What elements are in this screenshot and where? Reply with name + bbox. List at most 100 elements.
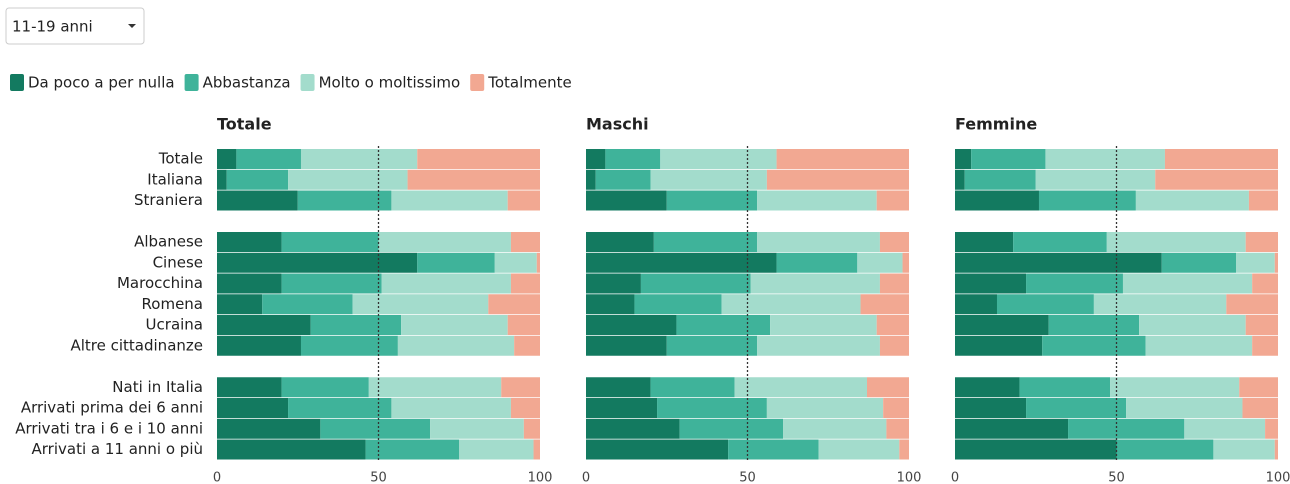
bar-segment <box>879 335 909 356</box>
bar-segment <box>368 377 502 398</box>
bar-segment <box>1106 232 1246 252</box>
category-label: Italiana <box>147 170 203 188</box>
bar-segment <box>494 252 537 273</box>
bar-segment <box>750 273 880 294</box>
panel-title: Totale <box>217 115 272 134</box>
bar-segment <box>955 190 1039 211</box>
dropdown-label[interactable]: 11-19 anni <box>12 18 93 36</box>
category-label: Ucraina <box>146 316 203 334</box>
bar-segment <box>721 294 861 315</box>
bar-segment <box>1019 377 1111 398</box>
bar-segment <box>217 315 311 335</box>
bar-segment <box>217 398 289 418</box>
legend-swatch <box>10 74 24 91</box>
bar-segment <box>1274 439 1278 460</box>
bar-segment <box>514 335 540 356</box>
bar-segment <box>955 232 1014 252</box>
bar-segment <box>297 190 392 211</box>
bar-segment <box>955 377 1020 398</box>
bar-segment <box>660 149 777 169</box>
category-label: Romena <box>142 295 203 313</box>
bar-segment <box>1035 169 1156 190</box>
bar-segment <box>586 252 777 273</box>
bar-segment <box>595 169 651 190</box>
bar-segment <box>1048 315 1140 335</box>
bar-segment <box>1038 190 1136 211</box>
bar-segment <box>876 190 909 211</box>
bar-segment <box>818 439 900 460</box>
bar-segment <box>653 232 758 252</box>
bar-segment <box>262 294 353 315</box>
category-label: Arrivati a 11 anni o più <box>32 440 203 458</box>
bar-segment <box>955 315 1049 335</box>
bar-segment <box>586 418 680 439</box>
category-label: Cinese <box>153 253 203 271</box>
bar-segment <box>955 335 1043 356</box>
bar-segment <box>217 190 298 211</box>
bar-segment <box>488 294 540 315</box>
bar-segment <box>501 377 540 398</box>
bar-segment <box>860 294 909 315</box>
bar-segment <box>964 169 1036 190</box>
legend-swatch <box>300 74 315 91</box>
bar-segment <box>1248 190 1278 211</box>
bar-segment <box>217 149 237 169</box>
bar-segment <box>217 294 263 315</box>
bar-segment <box>586 398 658 418</box>
bar-segment <box>605 149 661 169</box>
bar-segment <box>955 252 1162 273</box>
bar-segment <box>1265 418 1278 439</box>
bar-segment <box>417 149 540 169</box>
bar-segment <box>586 439 729 460</box>
bar-segment <box>217 335 301 356</box>
panel-title: Maschi <box>586 115 649 134</box>
bar-segment <box>783 418 887 439</box>
bar-segment <box>1161 252 1237 273</box>
bar-segment <box>217 232 282 252</box>
bar-segment <box>879 232 909 252</box>
bar-segment <box>533 439 540 460</box>
bar-segment <box>679 418 784 439</box>
legend-label: Molto o moltissimo <box>319 74 461 92</box>
bar-segment <box>281 232 379 252</box>
bar-segment <box>217 418 321 439</box>
bar-segment <box>886 418 909 439</box>
bar-segment <box>1236 252 1275 273</box>
bar-segment <box>902 252 909 273</box>
bar-segment <box>226 169 289 190</box>
bar-segment <box>776 252 858 273</box>
bar-segment <box>757 190 877 211</box>
bar-segment <box>1164 149 1278 169</box>
legend-label: Abbastanza <box>203 74 291 92</box>
bar-segment <box>776 149 909 169</box>
dropdown[interactable]: 11-19 anni <box>5 7 145 45</box>
legend-label: Da poco a per nulla <box>28 74 175 92</box>
dropdown-box[interactable] <box>5 7 145 45</box>
bar-segment <box>1213 439 1275 460</box>
bar-segment <box>955 439 1117 460</box>
bar-segment <box>1042 335 1146 356</box>
bar-segment <box>883 398 909 418</box>
bar-segment <box>676 315 771 335</box>
x-tick-label: 50 <box>1108 471 1125 484</box>
dropdown-arrow[interactable] <box>128 24 136 28</box>
category-label: Straniera <box>134 191 203 209</box>
bar-segment <box>586 149 606 169</box>
category-label: Altre cittadinanze <box>70 336 203 354</box>
bar-segment <box>728 439 819 460</box>
bar-segment <box>955 149 972 169</box>
bar-segment <box>1245 232 1278 252</box>
bar-segment <box>217 169 227 190</box>
bar-segment <box>1274 252 1278 273</box>
bar-segment <box>381 273 511 294</box>
bar-segment <box>536 252 540 273</box>
bar-segment <box>1245 315 1278 335</box>
bar-segment <box>1155 169 1278 190</box>
bar-segment <box>971 149 1046 169</box>
bar-segment <box>586 315 677 335</box>
bar-segment <box>310 315 402 335</box>
bar-segment <box>417 252 495 273</box>
bar-segment <box>955 169 965 190</box>
legend-swatch <box>184 74 199 91</box>
